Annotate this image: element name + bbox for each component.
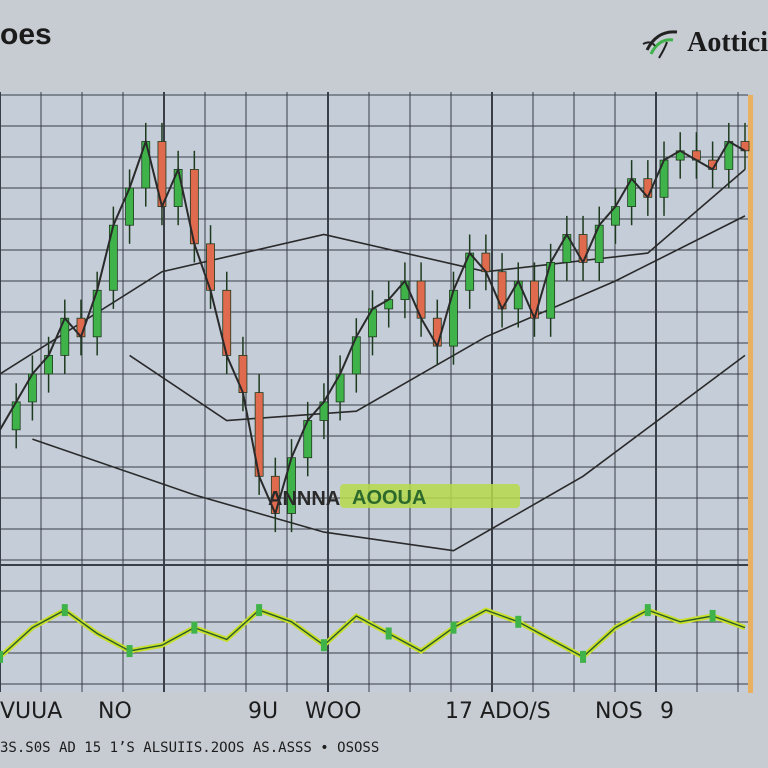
trend-lines: [0, 168, 746, 552]
trend-line-3: [32, 354, 746, 552]
brand-title: Aottici: [687, 27, 768, 58]
annotation-badge: AOOUA: [352, 487, 426, 509]
oscillator-marker: [126, 645, 133, 658]
x-tick-label: NOS: [595, 699, 643, 724]
x-tick-label: VUUA: [0, 699, 62, 724]
annotation-group: ANNNA AOOUA: [268, 484, 520, 510]
oscillator-marker: [580, 650, 587, 663]
oscillator-marker: [61, 604, 68, 617]
x-tick-label: 17 ADO/S: [445, 699, 551, 724]
x-axis-ticks: VUUA NO 9U WOO 17 ADO/S NOS 9: [0, 699, 674, 724]
price-line: [0, 138, 746, 517]
trend-line-1: [0, 168, 746, 375]
brand: Aottici: [637, 20, 768, 66]
x-tick-label: NO: [98, 699, 132, 724]
x-tick-label: 9: [660, 699, 674, 724]
oscillator-outline: [0, 609, 746, 658]
oscillator-marker: [450, 621, 457, 634]
oscillator-marker: [385, 627, 392, 640]
right-border-bar: [748, 95, 753, 693]
page-title-left: oes: [0, 18, 52, 51]
annotation-label: ANNNA: [268, 488, 340, 510]
trend-line-2: [129, 215, 746, 422]
candlesticks: [11, 122, 750, 533]
oscillator-marker: [709, 609, 716, 622]
oscillator-marker: [191, 621, 198, 634]
oscillator-marker: [256, 604, 263, 617]
oscillator-marker: [0, 650, 3, 663]
oscillator-marker: [515, 615, 522, 628]
x-tick-label: WOO: [305, 699, 361, 724]
leaf-swirl-icon: [642, 30, 678, 59]
grid-lines: [0, 92, 748, 692]
annotation-badge-bg: [340, 484, 520, 508]
oscillator-marker: [644, 604, 651, 617]
oscillator-panel: [0, 604, 746, 663]
oscillator-marker: [320, 639, 327, 652]
footer-text: 3S.S0S AD 15 1’S ALSUIIS.2OOS AS.ASSS • …: [0, 740, 379, 756]
x-tick-label: 9U: [248, 699, 278, 724]
